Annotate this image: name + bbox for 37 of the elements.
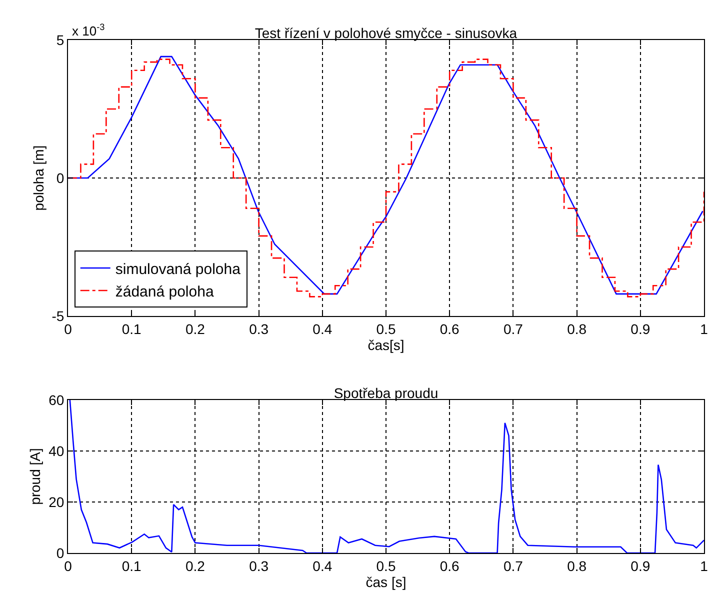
- x-tick-label: 0.3: [249, 558, 269, 574]
- y-axis-title: poloha [m]: [30, 145, 46, 211]
- y-axis-title: proud [A]: [27, 448, 44, 505]
- line-series: [69, 400, 704, 553]
- x-tick-label: 1: [700, 320, 708, 337]
- x-tick-label: 0.4: [312, 558, 332, 574]
- x-tick-label: 0.4: [312, 320, 332, 337]
- x-tick-label: 0.5: [376, 558, 396, 574]
- x-tick-label: 1: [700, 558, 708, 574]
- text: x 10$^{-3}$: [72, 22, 105, 38]
- x-tick-label: 0.1: [122, 558, 142, 574]
- x-tick-label: 0.7: [503, 558, 524, 574]
- legend-label: žádaná poloha: [115, 283, 214, 300]
- y-tick-label: 40: [48, 442, 64, 459]
- x-tick-label: 0.9: [630, 558, 650, 574]
- x-tick-label: 0.5: [376, 320, 396, 337]
- y-tick-label: 0: [56, 170, 64, 186]
- x-tick-label: 0.7: [503, 320, 524, 337]
- x-tick-label: 0.3: [249, 320, 269, 337]
- y-tick-label: 0: [56, 544, 64, 561]
- x-tick-label: 0.1: [122, 320, 142, 337]
- y-tick-label: -5: [52, 308, 64, 324]
- y-tick-label: 60: [48, 392, 64, 408]
- x-tick-label: 0.8: [567, 558, 587, 574]
- x-tick-label: 0.8: [567, 320, 587, 337]
- x-tick-label: 0.2: [185, 558, 206, 574]
- legend-label: simulovaná poloha: [115, 260, 242, 278]
- x-tick-label: 0.6: [440, 558, 460, 574]
- chart-title: Spotřeba proudu: [334, 385, 438, 401]
- x-tick-label: 0.2: [185, 320, 206, 337]
- x-axis-title: čas [s]: [366, 574, 406, 590]
- x-tick-label: 0.9: [630, 320, 650, 337]
- x-tick-label: 0.6: [440, 320, 460, 337]
- y-tick-label: 20: [48, 494, 64, 510]
- chart-title: Test řízení v polohové smyčce - sinusovka: [254, 25, 518, 41]
- x-axis-title: čas[s]: [368, 337, 404, 354]
- y-tick-label: 5: [56, 32, 64, 48]
